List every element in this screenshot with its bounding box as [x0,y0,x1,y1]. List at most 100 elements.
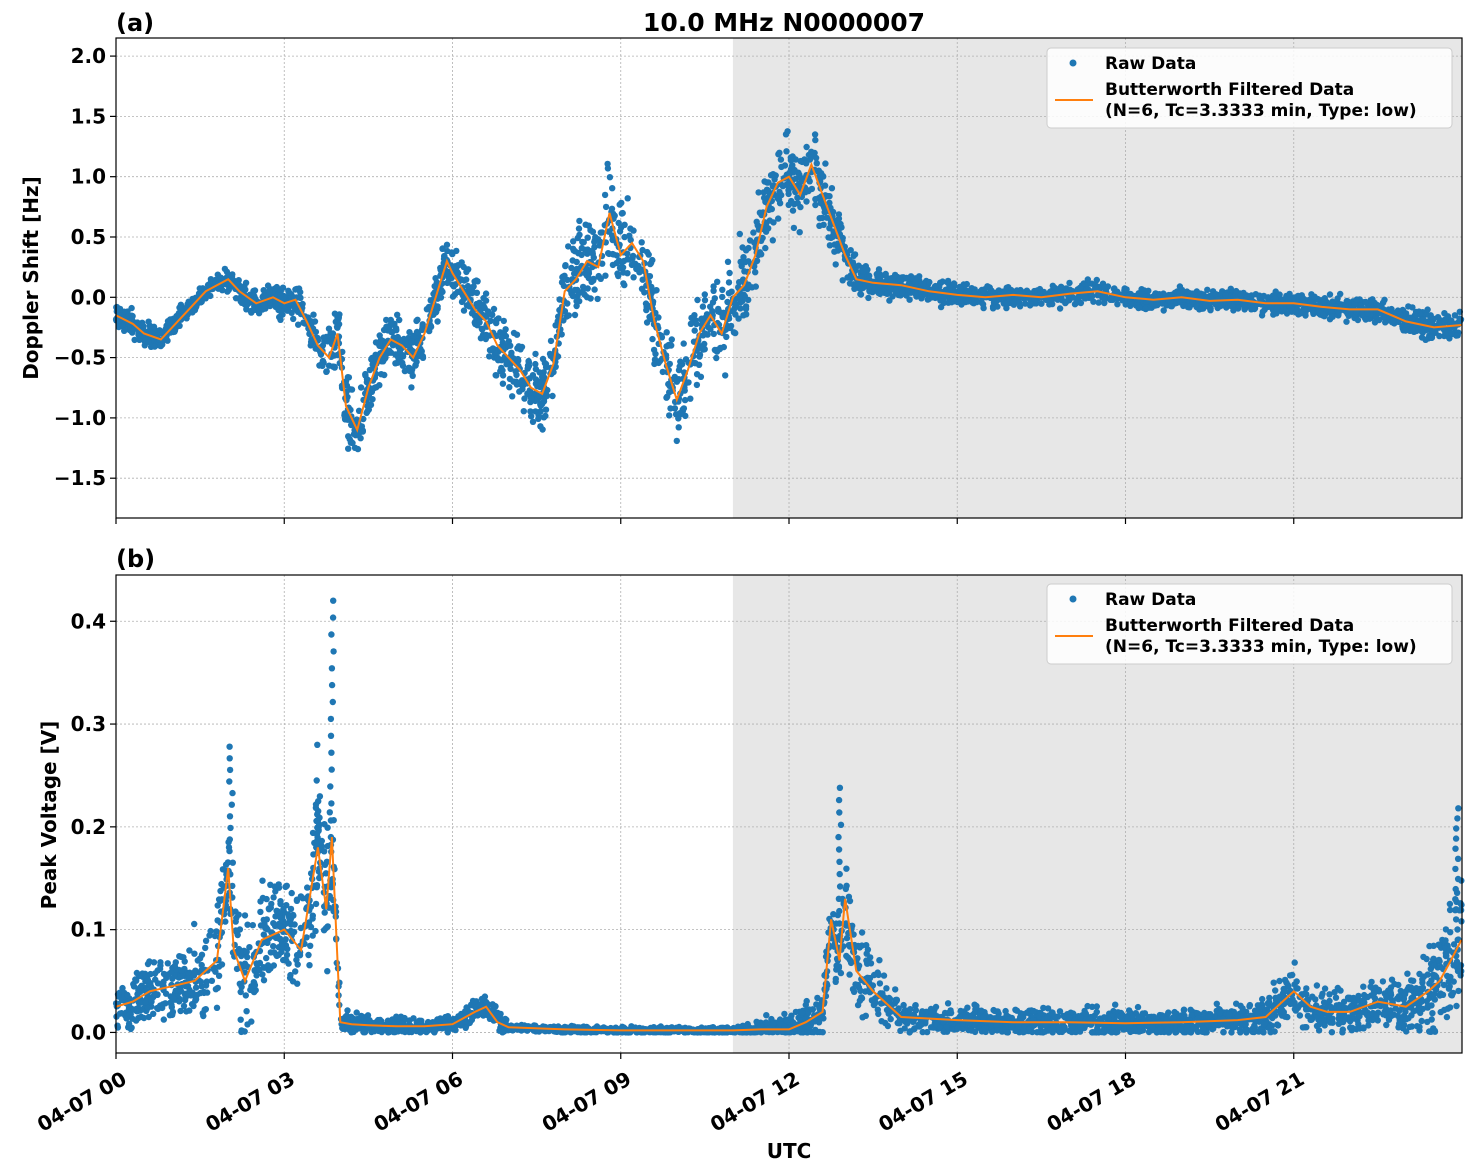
raw-data-point [1301,990,1309,997]
raw-data-point [1271,295,1279,302]
raw-data-point [787,198,795,205]
raw-data-point [1402,327,1409,334]
raw-data-point [929,294,936,301]
raw-data-point [1335,309,1342,316]
raw-data-point [323,368,330,375]
raw-data-point [597,229,604,236]
raw-data-point [583,272,590,279]
raw-data-point [1204,286,1211,293]
raw-data-point [666,342,673,349]
y-tick-label: −1.0 [54,406,106,430]
raw-data-point [739,244,746,251]
raw-data-point [659,368,666,376]
raw-data-point [573,298,580,305]
raw-data-point [570,247,577,254]
raw-data-point [624,250,631,257]
raw-data-point [352,431,359,438]
raw-data-point [1375,316,1383,324]
raw-data-point [711,295,718,302]
raw-data-point [399,352,406,359]
raw-data-point [487,317,494,325]
raw-data-point [609,250,616,258]
raw-data-point [569,292,576,299]
raw-data-point [615,272,622,280]
raw-data-point [260,301,268,309]
raw-data-point [1168,303,1176,310]
raw-data-point [217,274,224,281]
raw-data-point [1301,305,1308,312]
raw-data-point [472,313,479,320]
raw-data-point [573,302,580,310]
legend-raw-label: Raw Data [1105,54,1196,74]
raw-data-point [1076,284,1084,291]
raw-data-point [876,274,884,281]
raw-data-point [920,280,927,288]
raw-data-point [370,385,377,392]
raw-data-point [613,259,620,267]
raw-data-point [1056,305,1064,312]
raw-data-point [1093,276,1101,284]
raw-data-point [803,160,810,167]
raw-data-point [746,237,754,244]
raw-data-point [939,278,946,285]
raw-data-point [711,346,719,354]
raw-data-point [578,251,585,259]
raw-data-point [1160,307,1167,314]
raw-data-point [306,962,313,969]
raw-data-point [477,335,485,342]
raw-data-point [971,289,979,296]
raw-data-point [455,262,462,269]
raw-data-point [495,357,502,364]
raw-data-point [701,330,709,337]
raw-data-point [405,365,413,373]
raw-data-point [392,360,399,367]
raw-data-point [310,311,317,318]
raw-data-point [290,315,297,323]
raw-data-point [317,351,325,358]
raw-data-point [571,311,579,319]
raw-data-point [499,380,507,387]
raw-data-point [309,932,316,939]
raw-data-point [784,128,791,135]
raw-data-point [277,316,284,323]
raw-data-point [735,295,743,302]
raw-data-point [876,290,884,298]
raw-data-point [767,172,775,179]
raw-data-point [789,162,796,169]
raw-data-point [583,294,591,301]
raw-data-point [707,303,714,310]
raw-data-point [1320,311,1327,318]
raw-data-point [1436,332,1443,340]
raw-data-point [576,217,583,225]
raw-data-point [507,365,514,372]
raw-data-point [341,412,348,419]
raw-data-point [294,961,301,968]
raw-data-point [524,362,532,369]
raw-data-point [758,251,765,258]
raw-data-point [596,242,603,249]
raw-data-point [723,333,730,341]
raw-data-point [1082,295,1089,302]
raw-data-point [1056,1008,1064,1015]
raw-data-point [185,298,192,305]
raw-data-point [737,305,744,312]
raw-data-point [858,929,866,936]
raw-data-point [223,268,231,275]
raw-data-point [616,201,623,208]
raw-data-point [505,342,512,349]
raw-data-point [608,205,616,212]
raw-data-point [559,274,566,281]
raw-data-point [776,149,783,156]
raw-data-point [817,199,824,207]
raw-data-point [359,428,366,435]
raw-data-point [914,275,922,282]
raw-data-point [532,350,539,358]
raw-data-point [1360,983,1367,990]
raw-data-point [1296,1012,1304,1019]
raw-data-point [199,285,206,292]
raw-data-point [1448,330,1455,337]
raw-data-point [565,243,572,250]
raw-data-point [414,316,421,323]
raw-data-point [1428,319,1436,327]
